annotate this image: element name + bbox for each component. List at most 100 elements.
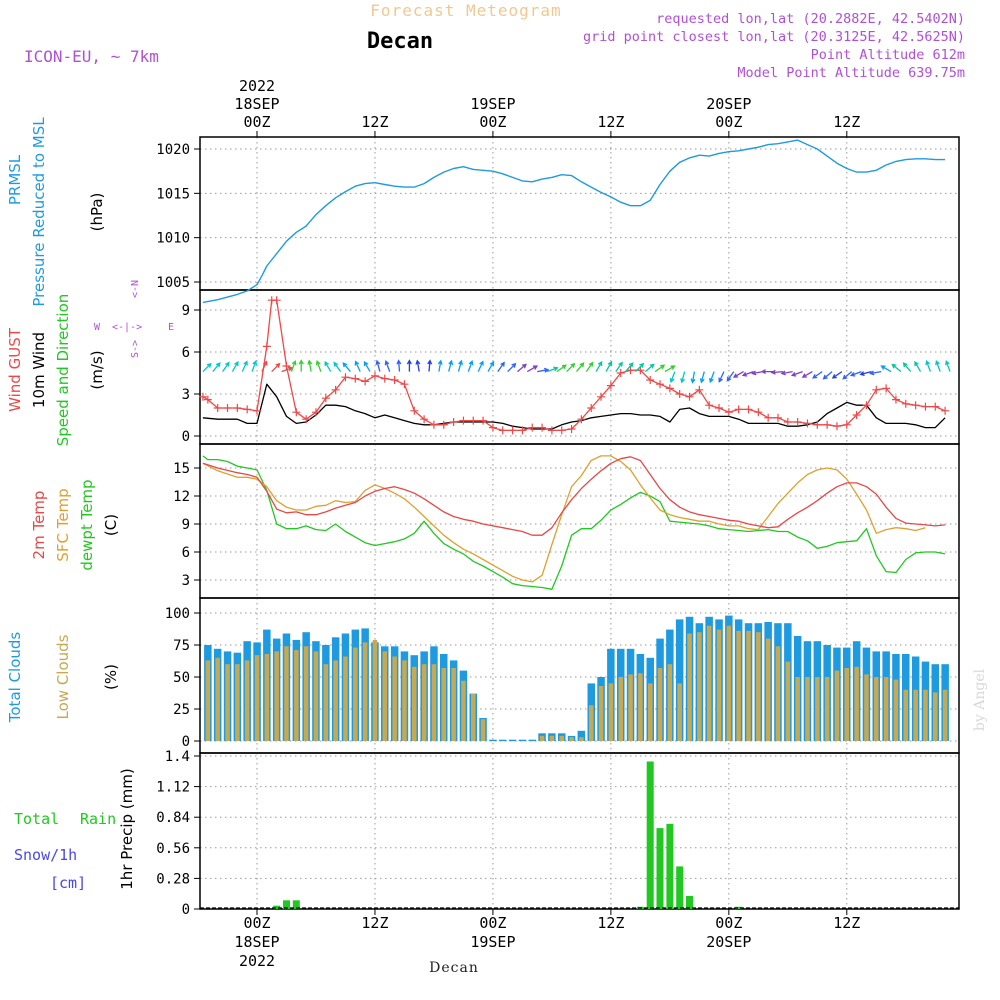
wind-direction-arrow [741,370,754,377]
bottom-hour-label: 00Z [243,914,270,932]
low-cloud-bar [382,651,387,741]
gust-marker [400,380,409,389]
bottom-hour-label: 12Z [361,914,388,932]
low-cloud-bar [805,677,810,741]
wind-direction-arrow [585,361,594,372]
total-cloud-bar [577,730,586,741]
gust-marker [282,362,291,370]
gust-marker [567,425,576,433]
low-cloud-bar [864,674,869,741]
compass-e: E [168,322,174,333]
low-cloud-bar [716,629,722,741]
bottom-hour-label: 00Z [715,914,742,932]
low-cloud-bar [421,664,427,741]
wind-direction-arrow [315,360,322,372]
gust-marker [390,376,399,384]
low-cloud-bar [903,689,908,741]
gust-marker [311,408,320,417]
gust-marker [941,406,950,415]
low-cloud-bar [618,677,623,741]
low-cloud-bar [539,735,545,741]
low-cloud-bar [559,735,564,741]
ytick-label: 9 [182,517,190,533]
panel-frame [199,752,960,910]
low-cloud-bar [844,668,849,741]
gust-marker [488,423,497,432]
ytick-label: 0.28 [156,871,190,887]
gust-marker [233,404,242,412]
low-cloud-bar [883,677,889,741]
total-cloud-bar [675,619,684,741]
low-cloud-bar [372,639,378,741]
wind-direction-arrow [644,363,655,373]
gust-marker [724,408,733,417]
point-info-3: Model Point Altitude 639.75m [737,65,965,81]
gust-marker [705,401,714,410]
bottom-hour-label: 00Z [479,914,506,932]
gust-marker [606,381,615,390]
wind-direction-arrow [477,360,484,372]
gust-marker [832,422,841,431]
wind-direction-arrow [261,360,268,372]
wind-direction-arrow [406,359,412,372]
low-cloud-bar [854,666,859,741]
low-clouds-label: Low Clouds [54,634,72,719]
gust-marker [577,415,586,424]
gust-marker [479,416,488,425]
forecast-subtitle: Forecast Meteogram [370,1,561,20]
low-cloud-bar [775,646,781,741]
bottom-day-label: 20SEP [706,933,751,951]
gust-marker [773,413,782,422]
low-cloud-bar [431,664,437,741]
precip-bar [676,866,684,909]
low-cloud-bar [746,630,751,741]
gust-marker [852,411,861,419]
gust-marker [498,426,507,435]
wind-direction-arrow [324,360,332,372]
low-cloud-bar [392,656,397,741]
low-cloud-bar [697,632,702,741]
gust-marker [921,402,930,411]
gust-marker [243,405,252,414]
gust-marker [764,413,773,422]
low-cloud-bar [923,689,928,741]
ytick-label: 15 [173,461,190,477]
compass-w: W [94,322,101,333]
low-cloud-bar [569,737,574,741]
wind-direction-arrow [709,371,715,384]
gust-marker [410,406,419,415]
wind-direction-arrow [914,360,922,372]
wind-direction-arrow [290,360,297,372]
low-cloud-bar [274,651,279,741]
low-cloud-bar [942,689,948,741]
wind-direction-arrow [595,360,603,372]
low-cloud-bar [736,630,741,741]
gust-marker [439,420,448,429]
gust-label: Wind GUST [6,327,24,412]
wind-direction-arrow [869,370,882,376]
low-cloud-bar [638,673,643,741]
panel-frame [199,443,960,599]
wind-label: 10m Wind [30,332,48,408]
low-cloud-bar [205,660,211,741]
gust-marker [508,426,517,435]
prmsl-label: Pressure Reduced to MSL [30,117,48,307]
prmsl-label: PRMSL [6,154,24,205]
low-cloud-bar [913,689,918,741]
ytick-label: 75 [173,638,190,654]
bottom-day-label: 19SEP [470,933,515,951]
low-cloud-bar [687,633,692,741]
low-cloud-bar [235,664,240,741]
low-cloud-bar [598,686,604,741]
precip-bar [666,823,674,909]
gust-marker [547,426,556,435]
gust-marker [891,395,900,404]
gust-marker [459,416,468,425]
wind-direction-arrow [770,369,783,375]
ytick-label: 0.56 [156,841,190,857]
low-cloud-bar [589,705,594,741]
low-cloud-bar [657,668,663,741]
low-cloud-bar [549,735,555,741]
low-cloud-bar [648,683,653,741]
gust-marker [557,426,566,435]
